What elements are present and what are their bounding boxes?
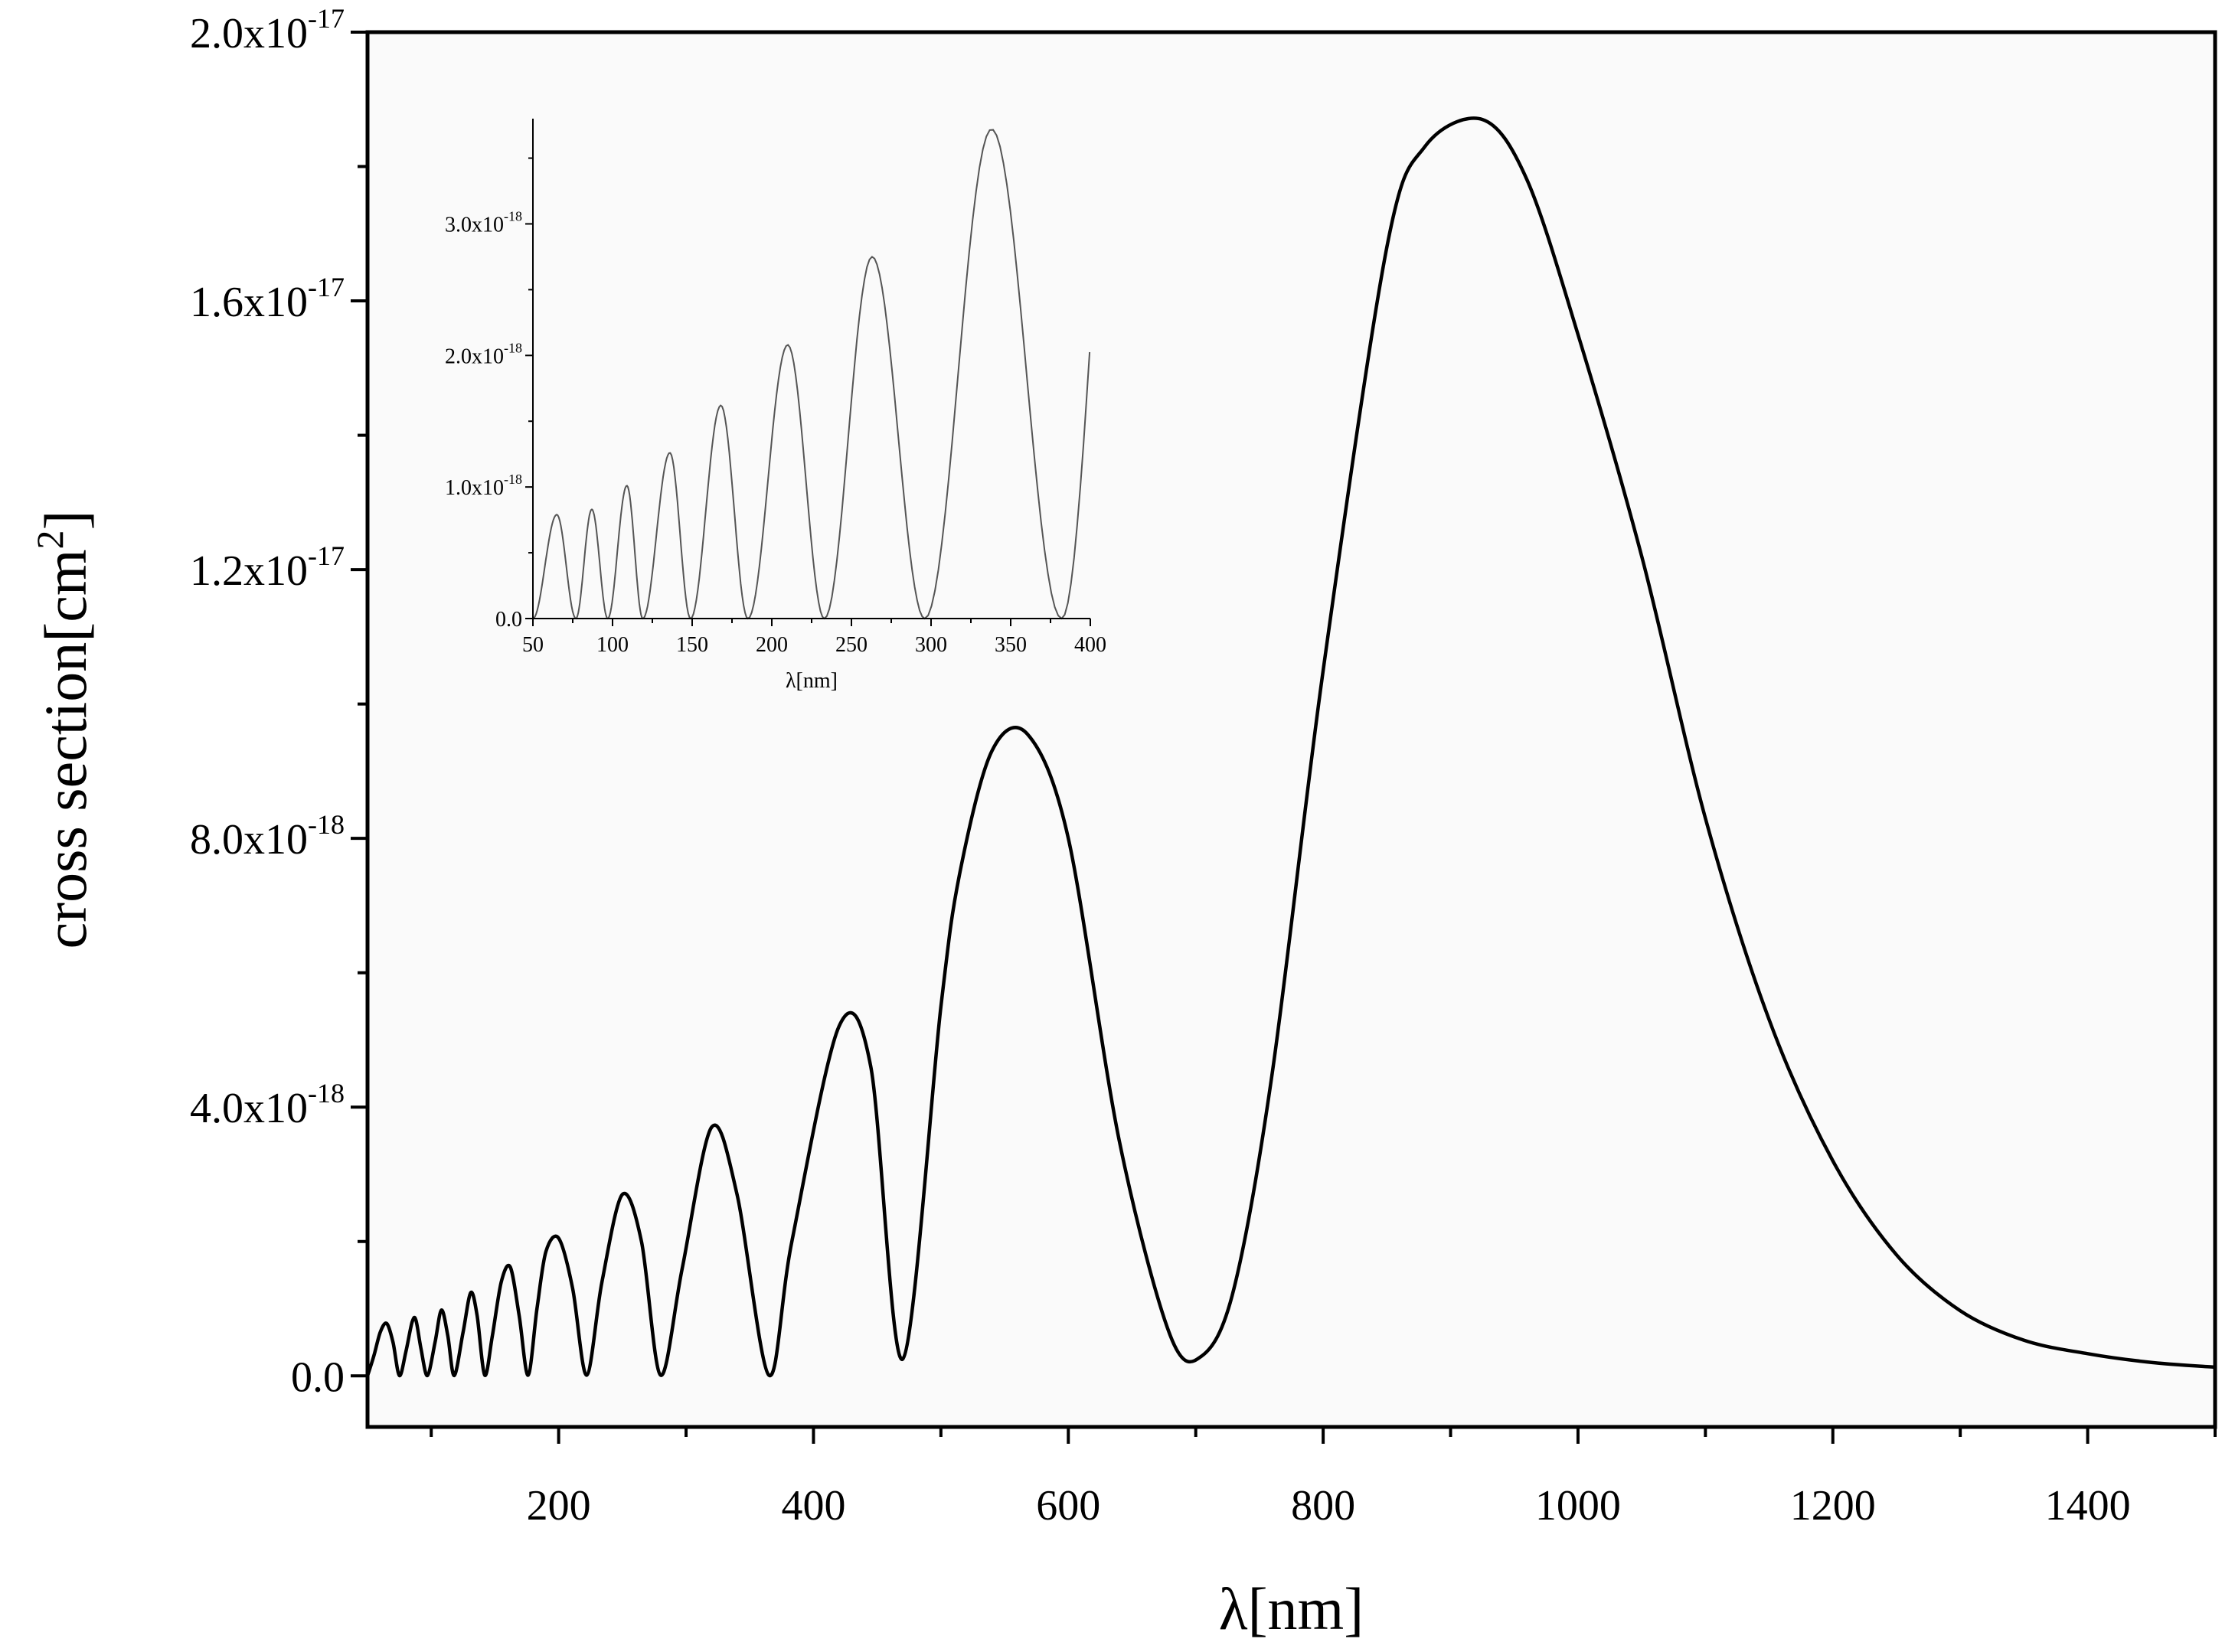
main-y-tick-label: 8.0x10-18 <box>190 809 345 864</box>
main-x-tick-label: 1000 <box>1535 1482 1621 1530</box>
main-x-tick-label: 600 <box>1036 1482 1100 1530</box>
inset-series-line <box>532 129 1091 620</box>
main-y-tick-label: 2.0x10-17 <box>190 3 345 57</box>
main-y-axis-label-tail: ] <box>32 511 99 531</box>
inset-x-axis: 50 100 150 200 250 300 350 400 <box>522 619 1106 657</box>
inset-series-layer <box>532 129 1091 620</box>
main-y-tick-label: 1.2x10-17 <box>190 540 345 595</box>
inset-x-tick-label: 100 <box>596 633 629 657</box>
main-y-axis: 0.0 4.0x10-18 8.0x10-18 1.2x10-17 1.6x10-17 2… <box>190 3 368 1401</box>
main-y-axis-label-base: cross section[cm <box>32 549 99 948</box>
main-y-tick-label: 4.0x10-18 <box>190 1078 345 1132</box>
main-series-line <box>365 116 2216 1378</box>
inset-y-tick-label: 3.0x10-18 <box>445 208 522 237</box>
inset-chart: 50 100 150 200 250 300 350 400 0.0 1.0x10-18 2.0x… <box>445 119 1106 693</box>
main-x-tick-label: 1400 <box>2045 1482 2131 1530</box>
inset-x-tick-label: 150 <box>676 633 708 657</box>
main-chart: 200 400 600 800 1000 1200 1400 0.0 4.0x10-18 8.0… <box>28 3 2217 1642</box>
main-x-axis-label: λ[nm] <box>1219 1575 1364 1642</box>
inset-y-tick-label: 1.0x10-18 <box>445 472 522 500</box>
main-y-axis-label: cross section[cm2] <box>28 511 99 949</box>
main-plot-frame <box>365 30 2217 1429</box>
main-y-tick-label: 1.6x10-17 <box>190 272 345 326</box>
inset-y-axis: 0.0 1.0x10-18 2.0x10-18 3.0x10-18 <box>445 157 533 632</box>
main-x-tick-label: 800 <box>1291 1482 1355 1530</box>
main-x-tick-label: 1200 <box>1790 1482 1876 1530</box>
inset-x-tick-label: 350 <box>995 633 1027 657</box>
inset-x-tick-label: 250 <box>835 633 868 657</box>
inset-x-tick-label: 50 <box>522 633 544 657</box>
main-x-tick-label: 200 <box>527 1482 591 1530</box>
inset-y-tick-label: 2.0x10-18 <box>445 340 522 368</box>
main-y-axis-label-superscript: 2 <box>28 530 71 549</box>
main-y-tick-label: 0.0 <box>291 1353 345 1401</box>
inset-x-axis-label: λ[nm] <box>786 669 838 693</box>
main-x-axis: 200 400 600 800 1000 1200 1400 <box>430 1427 2217 1530</box>
inset-x-tick-label: 300 <box>915 633 947 657</box>
inset-x-tick-label: 200 <box>756 633 788 657</box>
main-series-layer <box>365 116 2216 1378</box>
inset-y-tick-label: 0.0 <box>495 608 522 632</box>
inset-x-tick-label: 400 <box>1074 633 1106 657</box>
main-plot-area <box>368 32 2215 1427</box>
main-x-tick-label: 400 <box>781 1482 845 1530</box>
